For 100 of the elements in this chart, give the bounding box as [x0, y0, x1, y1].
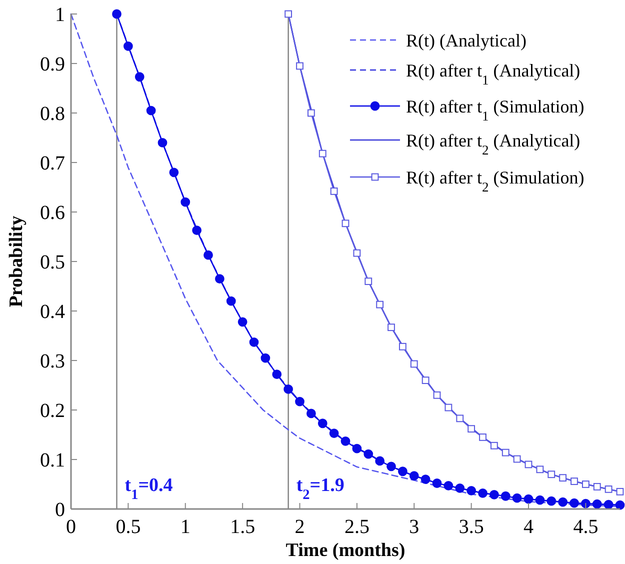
- point: [318, 418, 328, 428]
- point: [295, 396, 304, 406]
- point: [524, 460, 532, 468]
- x-tick-label: 3.5: [458, 516, 484, 538]
- point: [386, 462, 396, 472]
- legend-label: R(t) after t$_{1}$ (Simulation): [406, 96, 584, 123]
- y-tick-label: 0: [55, 499, 65, 521]
- point: [616, 488, 624, 496]
- point: [582, 480, 590, 488]
- ref-line-label: t$_{1}$=0.4: [124, 475, 174, 503]
- point: [559, 474, 567, 482]
- point: [249, 337, 259, 347]
- point: [342, 220, 350, 228]
- y-axis-title: Probability: [6, 215, 27, 308]
- y-tick-label: 0.6: [40, 202, 65, 224]
- point: [570, 498, 579, 508]
- y-tick-label: 0.3: [40, 350, 65, 372]
- point: [375, 456, 385, 466]
- point: [570, 478, 578, 485]
- point: [123, 41, 133, 51]
- point: [489, 490, 499, 500]
- point: [604, 486, 612, 493]
- point: [284, 384, 294, 394]
- point: [548, 470, 556, 478]
- x-tick-label: 4.5: [573, 516, 598, 538]
- x-axis-title: Time (months): [286, 540, 406, 561]
- point: [226, 296, 236, 306]
- point: [329, 428, 339, 438]
- legend-label: R(t) after t$_{1}$ (Analytical): [406, 60, 580, 87]
- point: [353, 249, 361, 257]
- point: [502, 448, 510, 456]
- point: [500, 491, 510, 501]
- point: [513, 455, 521, 463]
- point: [490, 442, 498, 450]
- point: [112, 9, 122, 19]
- legend-label: R(t) after t$_{2}$ (Analytical): [406, 130, 580, 157]
- point: [466, 486, 476, 496]
- x-tick-label: 3: [409, 516, 420, 538]
- point: [318, 150, 326, 158]
- point: [444, 404, 452, 412]
- point: [180, 197, 190, 207]
- y-tick-label: 0.9: [40, 54, 65, 76]
- point: [352, 444, 362, 454]
- point: [593, 483, 601, 490]
- x-tick-label: 1.5: [230, 516, 256, 538]
- point: [558, 497, 568, 507]
- point: [604, 500, 614, 510]
- point: [456, 414, 464, 422]
- x-tick-label: 2: [294, 516, 305, 538]
- point: [410, 360, 418, 368]
- point: [330, 188, 338, 195]
- point: [340, 436, 350, 446]
- point: [214, 274, 224, 284]
- point: [192, 226, 202, 236]
- point: [420, 474, 430, 484]
- point: [306, 408, 316, 418]
- point: [455, 484, 465, 493]
- point: [158, 138, 168, 148]
- point: [238, 317, 248, 327]
- y-tick-label: 0.2: [40, 400, 65, 422]
- point: [260, 353, 270, 363]
- point: [364, 278, 372, 285]
- point: [580, 498, 590, 508]
- point: [512, 493, 522, 503]
- y-tick-label: 0.8: [40, 103, 65, 125]
- point: [478, 488, 488, 498]
- x-tick-label: 4: [524, 516, 534, 538]
- point: [146, 106, 156, 116]
- x-tick-label: 0.5: [116, 516, 141, 538]
- point: [546, 496, 556, 506]
- point: [535, 495, 545, 505]
- y-tick-label: 1: [55, 4, 65, 26]
- point: [409, 471, 419, 481]
- point: [388, 324, 395, 332]
- point: [376, 300, 384, 308]
- point: [284, 10, 292, 18]
- point: [422, 376, 430, 384]
- point: [272, 370, 282, 380]
- point: [468, 425, 476, 433]
- point: [307, 109, 315, 117]
- point: [479, 434, 486, 441]
- legend-label: R(t) after t$_{2}$ (Simulation): [406, 167, 584, 194]
- point: [524, 494, 534, 504]
- x-tick-label: 2.5: [344, 516, 370, 538]
- y-tick-label: 0.7: [40, 152, 65, 174]
- point: [398, 342, 406, 350]
- point: [444, 481, 454, 490]
- x-tick-label: 1: [180, 516, 190, 538]
- legend-label: R(t) (Analytical): [406, 30, 526, 50]
- point: [398, 466, 408, 476]
- y-tick-label: 0.5: [40, 252, 65, 274]
- point: [296, 62, 304, 70]
- point: [134, 72, 144, 82]
- point: [536, 466, 544, 474]
- ref-line-label: t$_{2}$=1.9: [296, 475, 344, 503]
- point: [364, 449, 374, 459]
- point: [204, 250, 213, 260]
- y-tick-label: 0.4: [40, 301, 65, 323]
- point: [433, 391, 441, 399]
- point: [592, 499, 602, 509]
